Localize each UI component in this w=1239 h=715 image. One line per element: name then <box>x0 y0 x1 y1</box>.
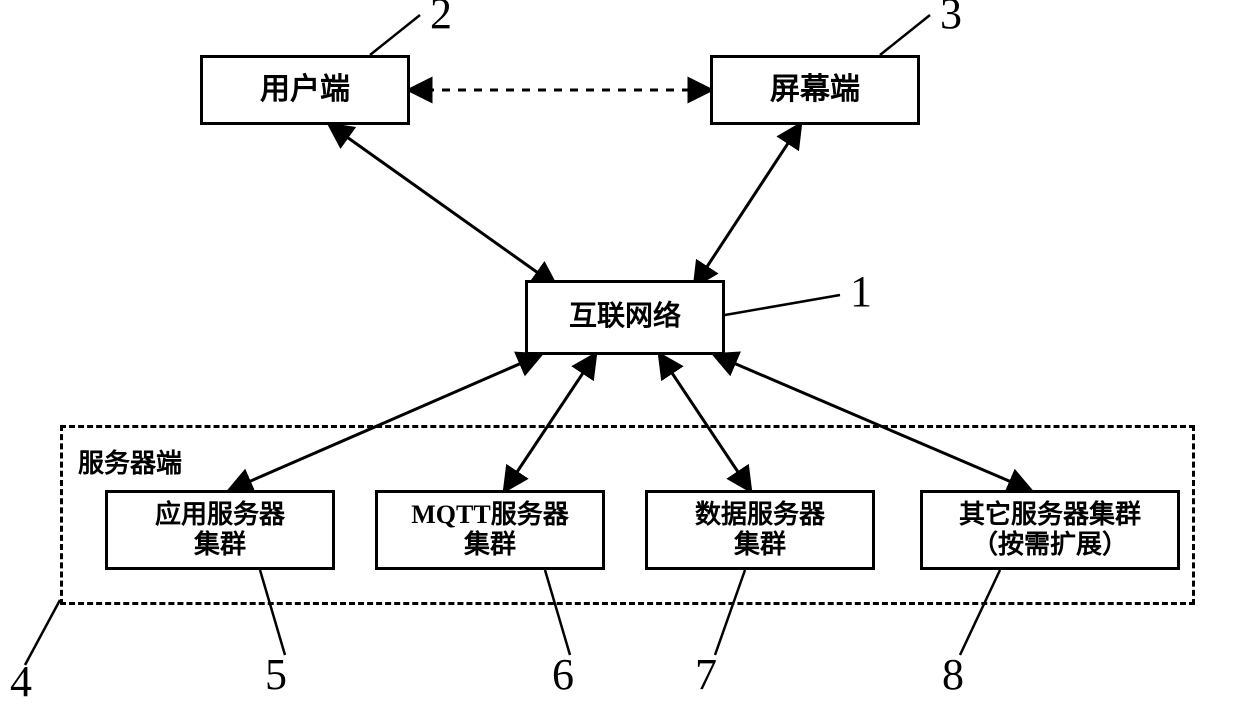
callout-label-8: 8 <box>942 649 964 700</box>
node-data-server-cluster: 数据服务器集群 <box>645 490 875 570</box>
callout-line-3 <box>880 15 930 55</box>
callout-line-2 <box>370 15 420 55</box>
node-internet-label: 互联网络 <box>569 301 681 333</box>
callout-label-6: 6 <box>552 649 574 700</box>
callout-label-3: 3 <box>940 0 962 39</box>
edge-internet-client <box>330 125 555 285</box>
node-other-server-cluster: 其它服务器集群（按需扩展） <box>920 490 1180 570</box>
callout-label-7: 7 <box>695 649 717 700</box>
node-mqttsrv-label: MQTT服务器集群 <box>411 500 568 560</box>
node-mqtt-server-cluster: MQTT服务器集群 <box>375 490 605 570</box>
edge-internet-screen <box>695 125 800 285</box>
connector-layer <box>0 0 1239 715</box>
node-internet: 互联网络 <box>525 280 725 355</box>
callout-label-5: 5 <box>265 649 287 700</box>
callout-label-2: 2 <box>430 0 452 39</box>
node-client-label: 用户端 <box>260 73 350 108</box>
server-container-label: 服务器端 <box>78 443 182 480</box>
callout-label-4: 4 <box>10 656 32 707</box>
node-appsrv-label: 应用服务器集群 <box>155 500 285 560</box>
callout-line-1 <box>725 295 840 315</box>
node-app-server-cluster: 应用服务器集群 <box>105 490 335 570</box>
node-client: 用户端 <box>200 55 410 125</box>
diagram-stage: 服务器端 用户端 屏幕端 互联网络 应用服务器集群 MQTT服务器集群 数据服务… <box>0 0 1239 715</box>
node-screen: 屏幕端 <box>710 55 920 125</box>
node-screen-label: 屏幕端 <box>770 73 860 108</box>
node-datasrv-label: 数据服务器集群 <box>695 500 825 560</box>
callout-label-1: 1 <box>850 266 872 317</box>
node-othersrv-label: 其它服务器集群（按需扩展） <box>959 500 1141 560</box>
